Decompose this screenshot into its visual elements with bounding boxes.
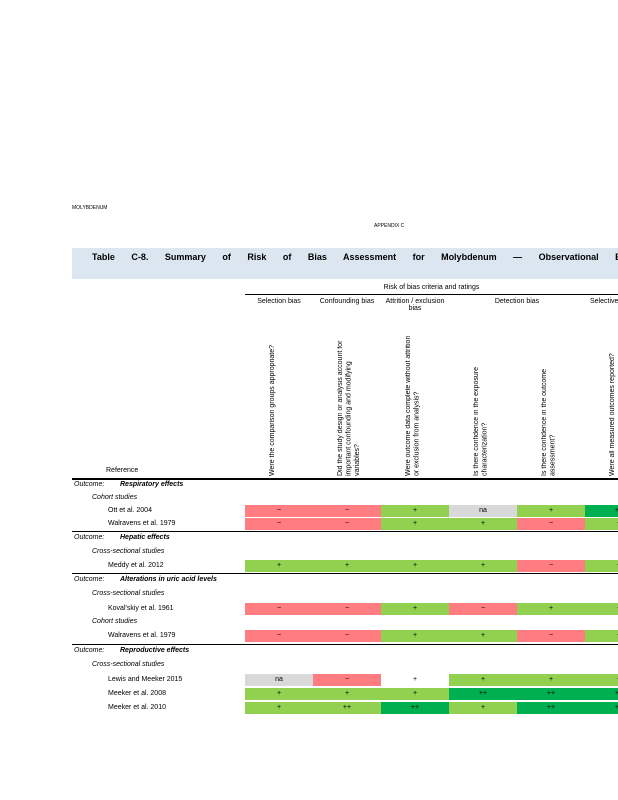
super-header: Risk of bias criteria and ratings	[383, 284, 480, 291]
outcome-label: Outcome:	[74, 534, 105, 541]
outcome-label: Outcome:	[74, 576, 105, 583]
outcome-label: Outcome:	[74, 481, 105, 488]
rating-cell: ++	[585, 505, 618, 517]
rating-cell: ++	[381, 702, 449, 714]
rating-cell: +	[585, 603, 618, 615]
outcome-rule	[72, 478, 618, 479]
rating-cell: −	[313, 505, 381, 517]
rating-cell: ++	[585, 688, 618, 700]
outcome-name: Hepatic effects	[120, 534, 170, 541]
design-label: Cross-sectional studies	[92, 590, 165, 597]
rating-cell: −	[517, 518, 585, 530]
title-bar	[72, 248, 618, 279]
rating-cell: +	[517, 674, 585, 686]
question: Were outcome data complete without attri…	[405, 335, 421, 476]
running-head: MOLYBDENUM	[72, 205, 108, 211]
rating-cell: +	[517, 603, 585, 615]
rating-cell: +	[449, 702, 517, 714]
header-bottom-rule	[72, 479, 618, 480]
rating-cell: −	[245, 603, 313, 615]
rating-cell: −	[313, 674, 381, 686]
rating-cell: +	[313, 688, 381, 700]
design-label: Cross-sectional studies	[92, 548, 165, 555]
group-header: Confounding bias	[319, 298, 375, 305]
outcome-name: Alterations in uric acid levels	[120, 576, 217, 583]
rating-cell: ++	[517, 702, 585, 714]
rating-cell: na	[449, 505, 517, 517]
rating-cell: −	[517, 630, 585, 642]
rating-cell: +	[381, 674, 449, 686]
rating-cell: +	[449, 560, 517, 572]
group-header: Attrition / exclusion bias	[385, 298, 445, 312]
study-name: Meddy et al. 2012	[108, 562, 164, 569]
reference-label: Reference	[106, 467, 139, 474]
rating-cell: −	[245, 518, 313, 530]
rating-cell: ++	[449, 688, 517, 700]
rating-cell: −	[517, 560, 585, 572]
outcome-rule	[72, 644, 618, 645]
rating-cell: +	[313, 560, 381, 572]
rating-cell: +	[449, 674, 517, 686]
outcome-rule	[72, 573, 618, 574]
study-name: Meeker et al. 2010	[108, 704, 166, 711]
question: Were the comparison groups appropriate?	[269, 344, 276, 476]
study-name: Walravens et al. 1979	[108, 632, 176, 639]
group-header: Selection bias	[257, 298, 301, 305]
rating-cell: −	[313, 518, 381, 530]
rating-cell: −	[245, 630, 313, 642]
question: Is there confidence in the outcome asses…	[541, 368, 557, 476]
rating-cell: +	[585, 630, 618, 642]
outcome-name: Respiratory effects	[120, 481, 184, 488]
rating-cell: +	[381, 505, 449, 517]
rating-cell: +	[245, 688, 313, 700]
rating-cell: −	[245, 505, 313, 517]
rating-cell: +	[245, 560, 313, 572]
question: Is there confidence in the exposure char…	[473, 367, 489, 476]
appendix-label: APPENDIX C	[374, 223, 405, 229]
rating-cell: +	[381, 630, 449, 642]
rating-cell: +	[245, 702, 313, 714]
study-name: Lewis and Meeker 2015	[108, 676, 183, 683]
rating-cell: +	[381, 603, 449, 615]
study-name: Walravens et al. 1979	[108, 520, 176, 527]
rating-cell: +	[585, 560, 618, 572]
design-label: Cross-sectional studies	[92, 661, 165, 668]
design-label: Cohort studies	[92, 618, 138, 625]
question: Were all measured outcomes reported?	[609, 353, 616, 476]
rating-cell: +	[585, 518, 618, 530]
header-rule	[245, 294, 618, 295]
rating-cell: +	[585, 674, 618, 686]
rating-cell: −	[449, 603, 517, 615]
rating-cell: +	[381, 518, 449, 530]
group-header: Detection bias	[494, 298, 540, 305]
rating-cell: ++	[313, 702, 381, 714]
study-name: Koval'skiy et al. 1961	[108, 605, 174, 612]
rating-cell: +	[381, 688, 449, 700]
rating-cell: ++	[517, 688, 585, 700]
study-name: Ott et al. 2004	[108, 507, 152, 514]
design-label: Cohort studies	[92, 494, 138, 501]
study-name: Meeker et al. 2008	[108, 690, 166, 697]
outcome-name: Reproductive effects	[120, 647, 190, 654]
rating-cell: +	[449, 630, 517, 642]
rating-cell: +	[517, 505, 585, 517]
table-title: Table C-8. Summary of Risk of Bias Asses…	[92, 252, 618, 262]
rating-cell: ++	[585, 702, 618, 714]
rating-cell: +	[449, 518, 517, 530]
question: Did the study design or analysis account…	[337, 340, 361, 476]
rating-cell: na	[245, 674, 313, 686]
rating-cell: +	[381, 560, 449, 572]
rating-cell: −	[313, 630, 381, 642]
rating-cell: −	[313, 603, 381, 615]
outcome-rule	[72, 531, 618, 532]
outcome-label: Outcome:	[74, 647, 105, 654]
group-header: Selective reporting	[590, 298, 618, 305]
